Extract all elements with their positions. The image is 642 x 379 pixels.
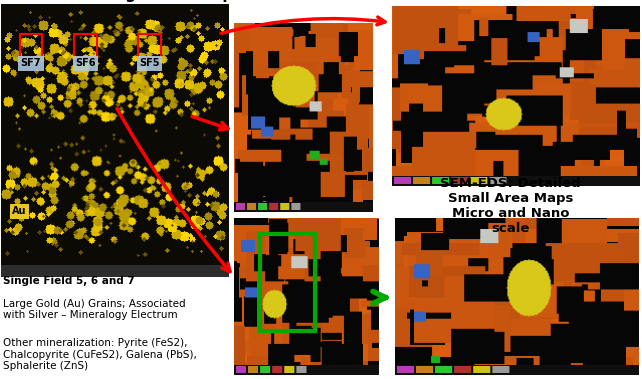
Text: Large Gold (Au) Grains; Associated
with Silver – Mineralogy Electrum: Large Gold (Au) Grains; Associated with … [3,299,186,320]
Text: SF5: SF5 [139,58,160,68]
Text: SF7: SF7 [21,58,41,68]
Text: Single Field 5, 6 and 7: Single Field 5, 6 and 7 [3,276,135,286]
Text: SF6: SF6 [75,58,96,68]
Text: Micro-XRF: Large Area Map: Micro-XRF: Large Area Map [1,0,234,2]
Text: Other mineralization: Pyrite (FeS2),
Chalcopyrite (CuFeS2), Galena (PbS),
Sphale: Other mineralization: Pyrite (FeS2), Cha… [3,338,197,371]
Bar [260,233,315,331]
Text: SEM-EDS: Detailed
Small Area Maps
Micro and Nano
scale: SEM-EDS: Detailed Small Area Maps Micro … [440,177,581,235]
Text: Au: Au [12,206,27,216]
